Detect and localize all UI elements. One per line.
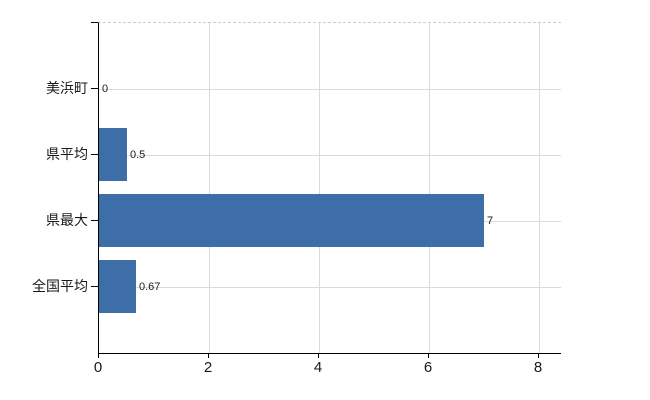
y-axis-top-tick bbox=[91, 22, 98, 23]
vertical-gridline bbox=[319, 23, 320, 353]
x-axis-tick bbox=[208, 353, 209, 358]
vertical-gridline bbox=[209, 23, 210, 353]
x-axis-tick bbox=[98, 353, 99, 358]
bar-value-label: 0 bbox=[102, 83, 109, 95]
x-axis-tick-label: 8 bbox=[533, 359, 543, 376]
x-axis-tick bbox=[428, 353, 429, 358]
category-label: 県最大 bbox=[46, 212, 88, 228]
bar-value-label: 0.67 bbox=[139, 281, 161, 293]
bar-value-label: 7 bbox=[487, 215, 494, 227]
x-axis-tick-label: 2 bbox=[203, 359, 213, 376]
y-axis-tick bbox=[91, 88, 98, 89]
plot-area: 0 0.5 7 0.67 bbox=[98, 22, 561, 354]
vertical-gridline bbox=[539, 23, 540, 353]
bar bbox=[99, 260, 136, 313]
bar-value-label: 0.5 bbox=[130, 149, 146, 161]
x-axis-tick-label: 4 bbox=[313, 359, 323, 376]
x-axis-tick-label: 6 bbox=[423, 359, 433, 376]
x-axis-tick bbox=[318, 353, 319, 358]
horizontal-gridline bbox=[99, 287, 561, 288]
category-label: 県平均 bbox=[46, 146, 88, 162]
y-axis-tick bbox=[91, 154, 98, 155]
category-label: 全国平均 bbox=[32, 278, 88, 294]
x-axis-tick-label: 0 bbox=[93, 359, 103, 376]
horizontal-gridline bbox=[99, 155, 561, 156]
bar bbox=[99, 128, 127, 181]
y-axis-tick bbox=[91, 286, 98, 287]
bar bbox=[99, 194, 484, 247]
x-axis-tick bbox=[538, 353, 539, 358]
category-label: 美浜町 bbox=[46, 80, 88, 96]
vertical-gridline bbox=[429, 23, 430, 353]
horizontal-gridline bbox=[99, 89, 561, 90]
y-axis-tick bbox=[91, 220, 98, 221]
